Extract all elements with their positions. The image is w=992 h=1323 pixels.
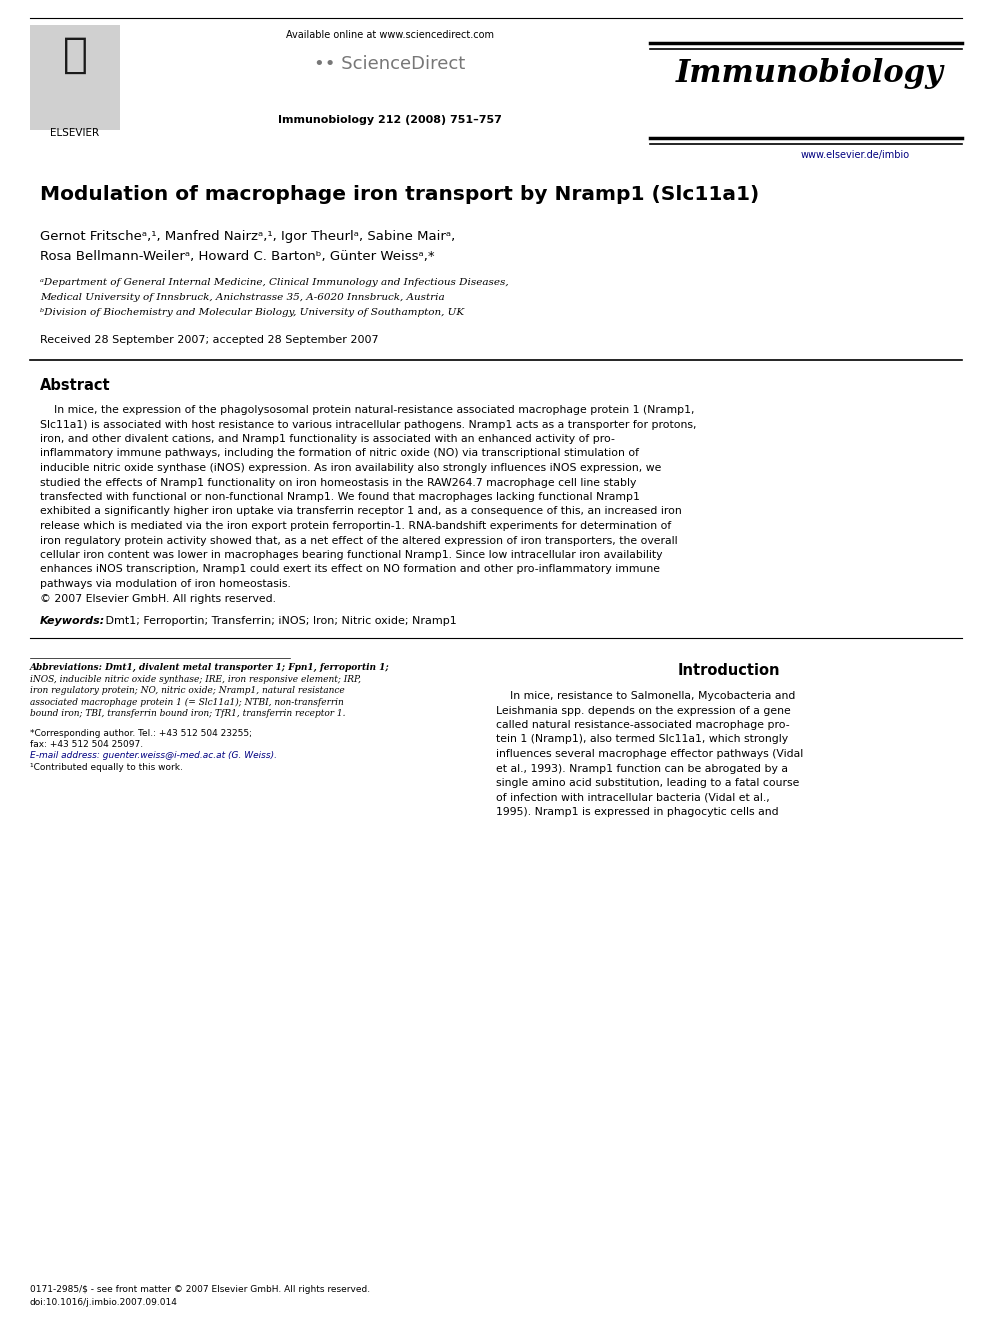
Text: Gernot Fritscheᵃ,¹, Manfred Nairzᵃ,¹, Igor Theurlᵃ, Sabine Mairᵃ,: Gernot Fritscheᵃ,¹, Manfred Nairzᵃ,¹, Ig… [40, 230, 455, 243]
Text: et al., 1993). Nramp1 function can be abrogated by a: et al., 1993). Nramp1 function can be ab… [496, 763, 788, 774]
Text: Keywords:: Keywords: [40, 617, 105, 626]
Text: inflammatory immune pathways, including the formation of nitric oxide (NO) via t: inflammatory immune pathways, including … [40, 448, 639, 459]
Text: Leishmania spp. depends on the expression of a gene: Leishmania spp. depends on the expressio… [496, 705, 791, 716]
Text: In mice, resistance to Salmonella, Mycobacteria and: In mice, resistance to Salmonella, Mycob… [496, 691, 796, 701]
Text: Introduction: Introduction [678, 663, 781, 677]
Text: tein 1 (Nramp1), also termed Slc11a1, which strongly: tein 1 (Nramp1), also termed Slc11a1, wh… [496, 734, 788, 745]
Text: 🌲: 🌲 [62, 34, 87, 75]
Text: Immunobiology 212 (2008) 751–757: Immunobiology 212 (2008) 751–757 [278, 115, 502, 124]
Text: *Corresponding author. Tel.: +43 512 504 23255;: *Corresponding author. Tel.: +43 512 504… [30, 729, 252, 737]
Text: influences several macrophage effector pathways (Vidal: influences several macrophage effector p… [496, 749, 804, 759]
Text: In mice, the expression of the phagolysosomal protein natural-resistance associa: In mice, the expression of the phagolyso… [40, 405, 694, 415]
Text: iron, and other divalent cations, and Nramp1 functionality is associated with an: iron, and other divalent cations, and Nr… [40, 434, 615, 445]
Text: cellular iron content was lower in macrophages bearing functional Nramp1. Since : cellular iron content was lower in macro… [40, 550, 663, 560]
Text: Immunobiology: Immunobiology [677, 58, 944, 89]
Text: Medical University of Innsbruck, Anichstrasse 35, A-6020 Innsbruck, Austria: Medical University of Innsbruck, Anichst… [40, 292, 444, 302]
Text: transfected with functional or non-functional Nramp1. We found that macrophages : transfected with functional or non-funct… [40, 492, 640, 501]
Text: pathways via modulation of iron homeostasis.: pathways via modulation of iron homeosta… [40, 579, 291, 589]
Text: ELSEVIER: ELSEVIER [51, 128, 99, 138]
Text: iron regulatory protein activity showed that, as a net effect of the altered exp: iron regulatory protein activity showed … [40, 536, 678, 545]
Text: iNOS, inducible nitric oxide synthase; IRE, iron responsive element; IRP,: iNOS, inducible nitric oxide synthase; I… [30, 675, 361, 684]
FancyBboxPatch shape [30, 25, 120, 130]
Text: iron regulatory protein; NO, nitric oxide; Nramp1, natural resistance: iron regulatory protein; NO, nitric oxid… [30, 687, 345, 695]
Text: Received 28 September 2007; accepted 28 September 2007: Received 28 September 2007; accepted 28 … [40, 335, 379, 345]
Text: ᵇDivision of Biochemistry and Molecular Biology, University of Southampton, UK: ᵇDivision of Biochemistry and Molecular … [40, 308, 464, 318]
Text: Modulation of macrophage iron transport by Nramp1 (Slc11a1): Modulation of macrophage iron transport … [40, 185, 759, 204]
Text: inducible nitric oxide synthase (iNOS) expression. As iron availability also str: inducible nitric oxide synthase (iNOS) e… [40, 463, 662, 474]
Text: Rosa Bellmann-Weilerᵃ, Howard C. Bartonᵇ, Günter Weissᵃ,*: Rosa Bellmann-Weilerᵃ, Howard C. Bartonᵇ… [40, 250, 434, 263]
Text: Abstract: Abstract [40, 378, 111, 393]
Text: ᵃDepartment of General Internal Medicine, Clinical Immunology and Infectious Dis: ᵃDepartment of General Internal Medicine… [40, 278, 509, 287]
Text: release which is mediated via the iron export protein ferroportin-1. RNA-bandshi: release which is mediated via the iron e… [40, 521, 672, 531]
Text: called natural resistance-associated macrophage pro-: called natural resistance-associated mac… [496, 720, 790, 730]
Text: Available online at www.sciencedirect.com: Available online at www.sciencedirect.co… [286, 30, 494, 40]
Text: Slc11a1) is associated with host resistance to various intracellular pathogens. : Slc11a1) is associated with host resista… [40, 419, 696, 430]
Text: bound iron; TBI, transferrin bound iron; TfR1, transferrin receptor 1.: bound iron; TBI, transferrin bound iron;… [30, 709, 345, 718]
Text: doi:10.1016/j.imbio.2007.09.014: doi:10.1016/j.imbio.2007.09.014 [30, 1298, 178, 1307]
Text: ¹Contributed equally to this work.: ¹Contributed equally to this work. [30, 763, 183, 773]
Text: exhibited a significantly higher iron uptake via transferrin receptor 1 and, as : exhibited a significantly higher iron up… [40, 507, 682, 516]
Text: www.elsevier.de/imbio: www.elsevier.de/imbio [801, 149, 910, 160]
Text: Abbreviations: Dmt1, divalent metal transporter 1; Fpn1, ferroportin 1;: Abbreviations: Dmt1, divalent metal tran… [30, 663, 390, 672]
Text: •• ScienceDirect: •• ScienceDirect [314, 56, 465, 73]
Text: enhances iNOS transcription, Nramp1 could exert its effect on NO formation and o: enhances iNOS transcription, Nramp1 coul… [40, 565, 660, 574]
Text: fax: +43 512 504 25097.: fax: +43 512 504 25097. [30, 740, 143, 749]
Text: studied the effects of Nramp1 functionality on iron homeostasis in the RAW264.7 : studied the effects of Nramp1 functional… [40, 478, 637, 487]
Text: © 2007 Elsevier GmbH. All rights reserved.: © 2007 Elsevier GmbH. All rights reserve… [40, 594, 276, 603]
Text: Dmt1; Ferroportin; Transferrin; iNOS; Iron; Nitric oxide; Nramp1: Dmt1; Ferroportin; Transferrin; iNOS; Ir… [102, 617, 456, 626]
Text: associated macrophage protein 1 (= Slc11a1); NTBI, non-transferrin: associated macrophage protein 1 (= Slc11… [30, 697, 344, 706]
Text: of infection with intracellular bacteria (Vidal et al.,: of infection with intracellular bacteria… [496, 792, 770, 803]
Text: E-mail address: guenter.weiss@i-med.ac.at (G. Weiss).: E-mail address: guenter.weiss@i-med.ac.a… [30, 751, 277, 761]
Text: 0171-2985/$ - see front matter © 2007 Elsevier GmbH. All rights reserved.: 0171-2985/$ - see front matter © 2007 El… [30, 1285, 370, 1294]
Text: 1995). Nramp1 is expressed in phagocytic cells and: 1995). Nramp1 is expressed in phagocytic… [496, 807, 779, 818]
Text: single amino acid substitution, leading to a fatal course: single amino acid substitution, leading … [496, 778, 800, 789]
